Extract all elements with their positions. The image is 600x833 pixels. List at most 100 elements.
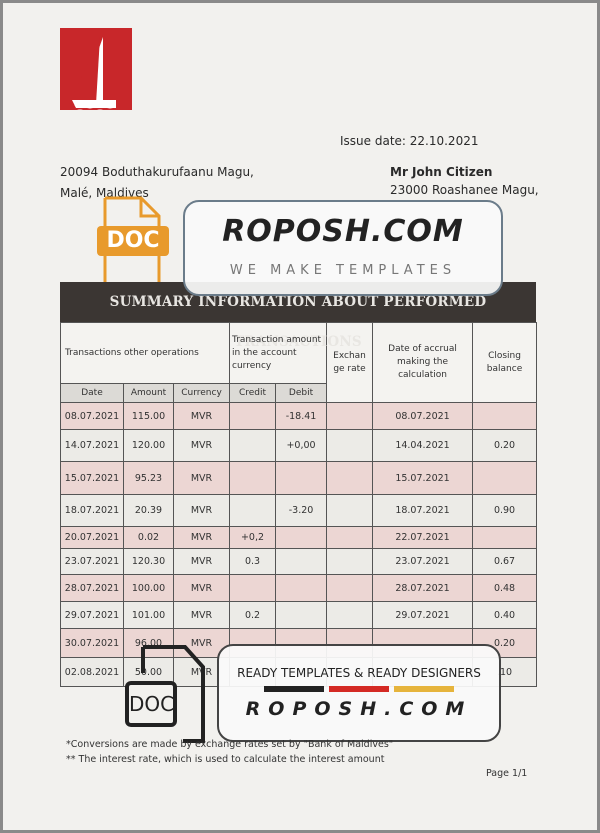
header-currency: Currency	[172, 383, 231, 403]
cell-date: 30.07.2021	[60, 628, 124, 658]
table-row: 08.07.2021 115.00 MVR -18.41 08.07.2021	[60, 402, 538, 430]
cell-currency: MVR	[172, 574, 231, 602]
header-other-operations: Transactions other operations	[59, 322, 231, 384]
cell-debit: +0,00	[275, 429, 328, 462]
cell-date: 28.07.2021	[60, 574, 124, 602]
cell-closing-balance	[472, 461, 538, 495]
cell-closing-balance: 0.20	[472, 429, 538, 462]
cell-closing-balance: 0.40	[472, 601, 538, 629]
cell-accrual-date: 14.04.2021	[372, 429, 474, 462]
cell-date: 29.07.2021	[60, 601, 124, 629]
cell-currency: MVR	[172, 526, 231, 549]
cell-closing-balance: 0.48	[472, 574, 538, 602]
table-row: 18.07.2021 20.39 MVR -3.20 18.07.2021 0.90	[60, 494, 538, 527]
cell-debit	[275, 548, 328, 575]
bank-logo	[60, 28, 132, 115]
header-amount: Amount	[123, 383, 174, 403]
header-transaction-amount: Transaction amount in the account curren…	[229, 322, 328, 384]
cell-closing-balance	[472, 402, 538, 430]
cell-credit: 0.2	[229, 601, 277, 629]
cell-currency: MVR	[172, 601, 231, 629]
cell-currency: MVR	[172, 628, 231, 658]
watermark-top: ROPOSH.COM WE MAKE TEMPLATES	[183, 200, 503, 296]
cell-debit: -18.41	[275, 402, 328, 430]
cell-accrual-date: 28.07.2021	[372, 574, 474, 602]
cell-accrual-date: 23.07.2021	[372, 548, 474, 575]
cell-credit	[229, 574, 277, 602]
cell-amount: 101.00	[123, 601, 174, 629]
cell-currency: MVR	[172, 402, 231, 430]
header-closing-balance: Closing balance	[472, 322, 538, 403]
cell-date: 02.08.2021	[60, 657, 124, 687]
cell-credit	[229, 461, 277, 495]
cell-currency: MVR	[172, 548, 231, 575]
header-accrual-date: Date of accrual making the calculation	[372, 322, 474, 403]
cell-exchange-rate	[326, 574, 374, 602]
customer-name: Mr John Citizen	[390, 165, 493, 179]
header-date: Date	[60, 383, 124, 403]
table-row: 15.07.2021 95.23 MVR 15.07.2021	[60, 461, 538, 495]
doc-label-outline: DOC	[125, 681, 177, 727]
watermark-title: ROPOSH.COM	[222, 214, 464, 249]
cell-date: 23.07.2021	[60, 548, 124, 575]
cell-amount: 95.23	[123, 461, 174, 495]
footer-note2: ** The interest rate, which is used to c…	[66, 754, 385, 765]
watermark-bottom: READY TEMPLATES & READY DESIGNERS ROPOSH…	[217, 644, 501, 742]
table-row: 14.07.2021 120.00 MVR +0,00 14.04.2021 0.20	[60, 429, 538, 462]
doc-file-icon: DOC	[97, 196, 169, 282]
cell-credit: 0.3	[229, 548, 277, 575]
cell-debit	[275, 574, 328, 602]
doc-file-icon-outline: DOC	[123, 643, 207, 743]
page-number: Page 1/1	[486, 768, 528, 779]
cell-date: 18.07.2021	[60, 494, 124, 527]
cell-accrual-date: 08.07.2021	[372, 402, 474, 430]
table-row: 20.07.2021 0.02 MVR +0,2 22.07.2021	[60, 526, 538, 549]
cell-currency: MVR	[172, 429, 231, 462]
sailboat-icon	[69, 37, 116, 115]
watermark-subtitle: WE MAKE TEMPLATES	[229, 263, 457, 278]
cell-date: 15.07.2021	[60, 461, 124, 495]
cell-credit	[229, 402, 277, 430]
cell-currency: MVR	[172, 494, 231, 527]
cell-exchange-rate	[326, 402, 374, 430]
cell-closing-balance	[472, 526, 538, 549]
cell-debit	[275, 526, 328, 549]
cell-date: 20.07.2021	[60, 526, 124, 549]
cell-closing-balance: 0.90	[472, 494, 538, 527]
cell-exchange-rate	[326, 548, 374, 575]
statement-page: Issue date: 22.10.2021 20094 Boduthakuru…	[3, 3, 597, 830]
cell-date: 14.07.2021	[60, 429, 124, 462]
cell-credit: +0,2	[229, 526, 277, 549]
color-stripes	[219, 686, 499, 692]
stripe-red	[329, 686, 389, 692]
cell-closing-balance: 0.67	[472, 548, 538, 575]
cell-exchange-rate	[326, 494, 374, 527]
cell-accrual-date: 18.07.2021	[372, 494, 474, 527]
cell-amount: 0.02	[123, 526, 174, 549]
table-row: 28.07.2021 100.00 MVR 28.07.2021 0.48	[60, 574, 538, 602]
cell-accrual-date: 22.07.2021	[372, 526, 474, 549]
transactions-table: SUMMARY INFORMATION ABOUT PERFORMED TRAN…	[59, 282, 538, 687]
cell-credit	[229, 494, 277, 527]
table-row: 23.07.2021 120.30 MVR 0.3 23.07.2021 0.67	[60, 548, 538, 575]
cell-debit	[275, 601, 328, 629]
cell-amount: 100.00	[123, 574, 174, 602]
stripe-black	[264, 686, 324, 692]
cell-date: 08.07.2021	[60, 402, 124, 430]
watermark-tagline: READY TEMPLATES & READY DESIGNERS	[237, 666, 481, 680]
cell-currency: MVR	[172, 461, 231, 495]
cell-exchange-rate	[326, 429, 374, 462]
bank-address-line1: 20094 Boduthakurufaanu Magu,	[60, 165, 254, 179]
cell-exchange-rate	[326, 461, 374, 495]
table-row: 29.07.2021 101.00 MVR 0.2 29.07.2021 0.40	[60, 601, 538, 629]
bank-address-line2: Malé, Maldives	[60, 186, 149, 200]
stripe-yellow	[394, 686, 454, 692]
cell-exchange-rate	[326, 601, 374, 629]
watermark-site: ROPOSH.COM	[245, 698, 473, 720]
header-debit: Debit	[275, 383, 328, 403]
cell-credit	[229, 429, 277, 462]
cell-exchange-rate	[326, 526, 374, 549]
customer-address: 23000 Roashanee Magu,	[390, 183, 539, 197]
header-credit: Credit	[229, 383, 277, 403]
cell-debit: -3.20	[275, 494, 328, 527]
